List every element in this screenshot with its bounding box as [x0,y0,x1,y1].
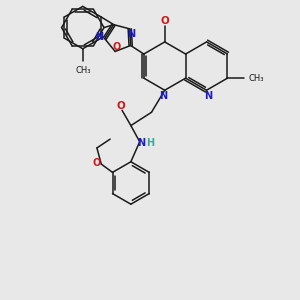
Text: N: N [204,91,212,100]
Text: CH₃: CH₃ [75,66,91,75]
Text: H: H [146,138,154,148]
Text: O: O [116,100,125,110]
Text: N: N [159,91,167,100]
Text: N: N [95,32,103,42]
Text: O: O [112,42,121,52]
Text: N: N [137,138,145,148]
Text: CH₃: CH₃ [249,74,264,83]
Text: N: N [127,29,135,39]
Text: O: O [92,158,101,168]
Text: O: O [160,16,169,26]
